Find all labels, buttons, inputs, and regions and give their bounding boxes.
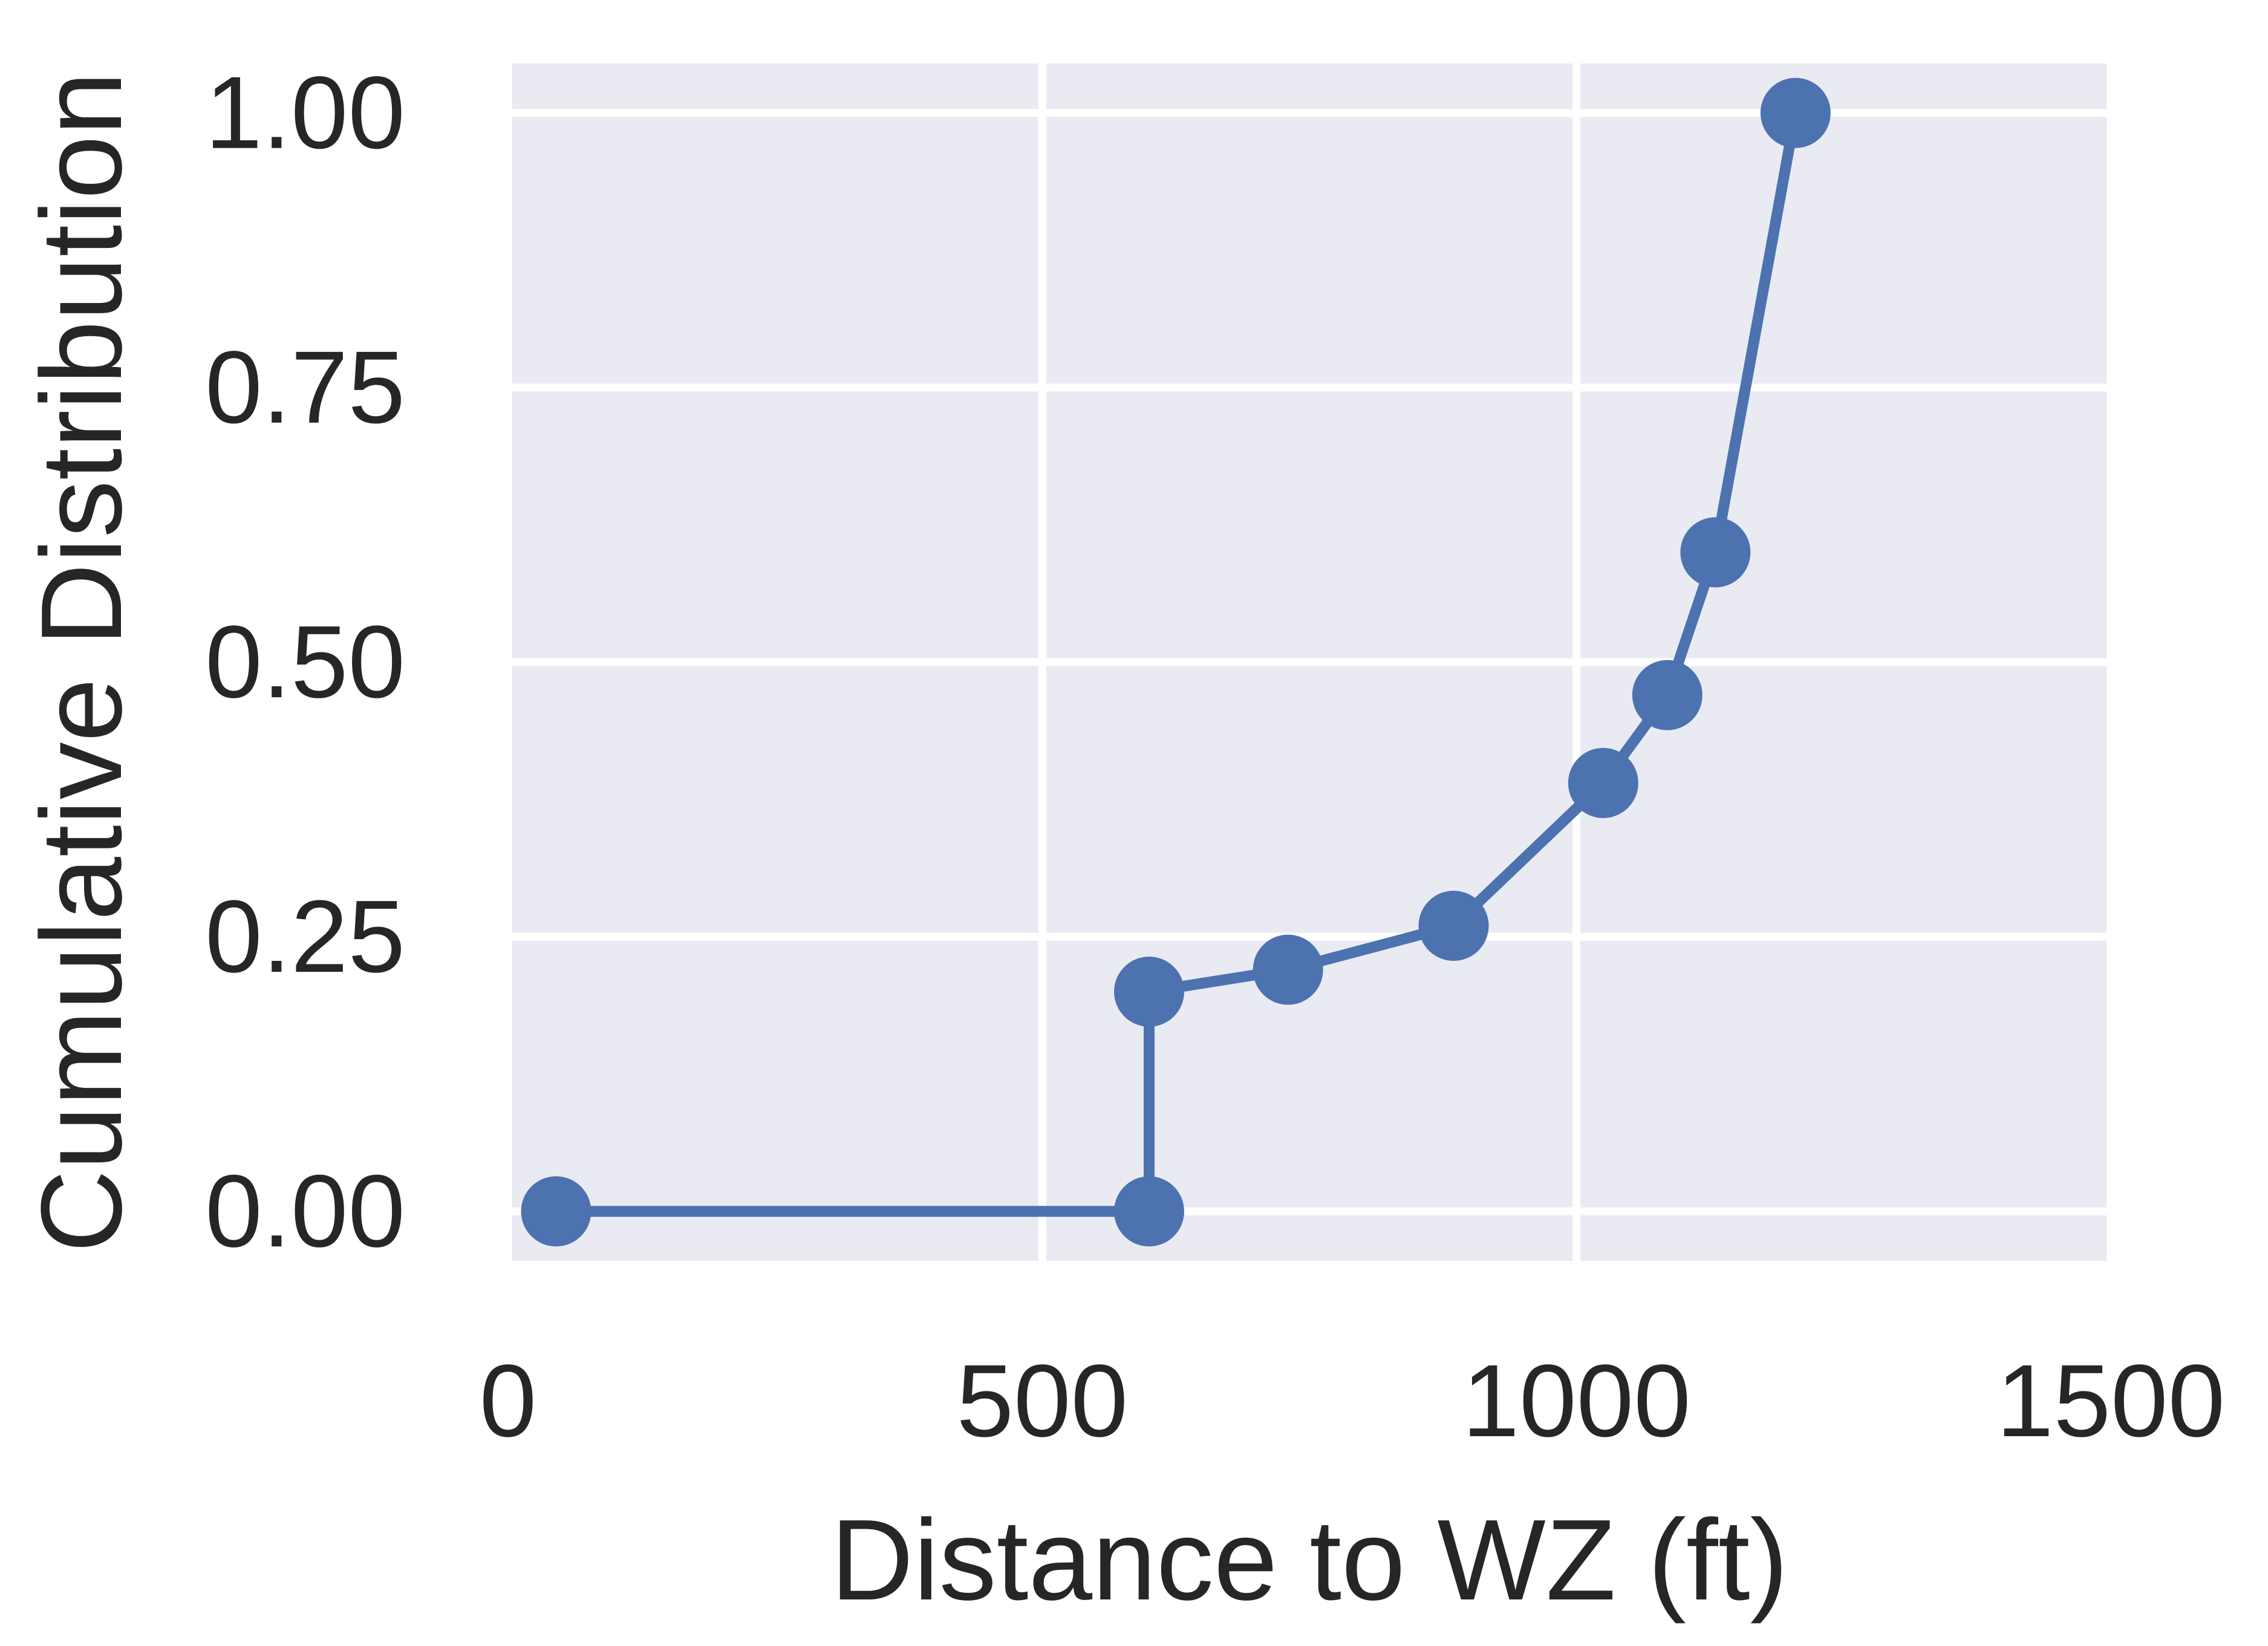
y-tick-label: 0.50 <box>205 605 405 720</box>
data-point <box>1632 660 1703 730</box>
y-tick-label: 0.25 <box>205 879 405 994</box>
y-tick-labels: 0.00 0.25 0.50 0.75 1.00 <box>205 56 405 1269</box>
data-point <box>1253 934 1323 1005</box>
x-tick-label: 1000 <box>1462 1344 1691 1459</box>
grid-lines <box>504 63 2115 1261</box>
data-point <box>1680 517 1751 588</box>
x-tick-label: 1500 <box>1996 1344 2225 1459</box>
y-tick-label: 1.00 <box>205 56 405 171</box>
data-point <box>1760 77 1831 148</box>
data-point <box>521 1176 591 1247</box>
data-point <box>1568 747 1638 818</box>
x-tick-label: 0 <box>480 1344 537 1459</box>
data-series <box>521 77 1831 1247</box>
y-axis-label: Cumulative Distribution <box>18 71 146 1253</box>
data-point <box>1114 1176 1184 1247</box>
data-point <box>1418 890 1489 961</box>
y-tick-label: 0.75 <box>205 330 405 445</box>
y-tick-label: 0.00 <box>205 1154 405 1269</box>
x-tick-labels: 0 500 1000 1500 <box>480 1344 2225 1459</box>
data-point <box>1114 956 1184 1027</box>
x-axis-label: Distance to WZ (ft) <box>830 1496 1788 1624</box>
x-tick-label: 500 <box>957 1344 1129 1459</box>
